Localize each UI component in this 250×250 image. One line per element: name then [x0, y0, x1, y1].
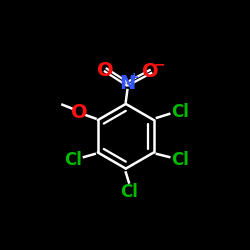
Text: +: + — [129, 71, 140, 84]
Text: Cl: Cl — [64, 151, 82, 169]
Text: Cl: Cl — [171, 151, 189, 169]
Text: O: O — [71, 103, 88, 122]
Text: Cl: Cl — [171, 104, 189, 122]
Text: Cl: Cl — [120, 183, 138, 201]
Text: N: N — [119, 74, 136, 94]
Text: O: O — [98, 60, 114, 80]
Text: O: O — [142, 62, 159, 81]
Text: −: − — [153, 58, 165, 72]
